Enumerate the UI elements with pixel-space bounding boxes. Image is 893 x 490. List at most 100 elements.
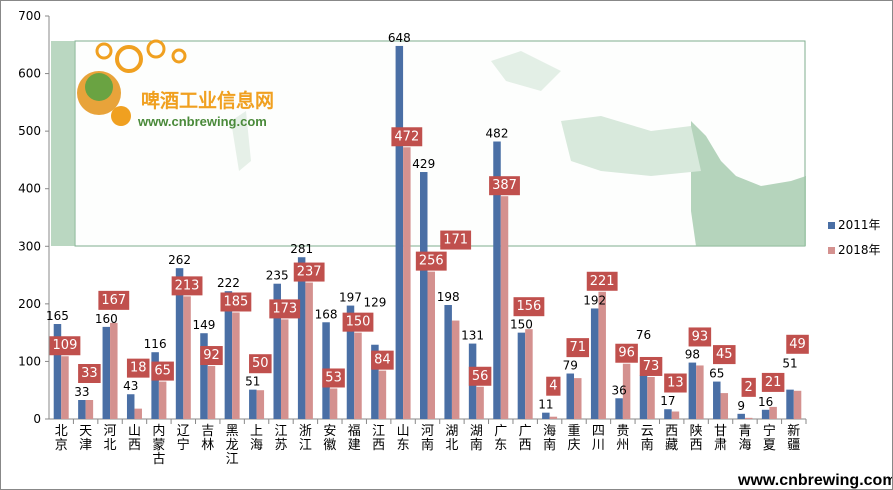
bar-2018 bbox=[354, 332, 362, 419]
bar-2011 bbox=[713, 381, 721, 419]
y-tick-label: 0 bbox=[33, 412, 41, 426]
bar-2018 bbox=[85, 400, 94, 419]
legend-item: 2018年 bbox=[828, 243, 881, 257]
x-tick-label: 湖北 bbox=[445, 424, 458, 453]
data-label-2011: 160 bbox=[95, 312, 118, 326]
x-tick-label: 新疆 bbox=[787, 423, 800, 453]
bar-2011 bbox=[517, 332, 526, 419]
bar-2011 bbox=[78, 400, 86, 419]
x-tick-label: 重庆 bbox=[568, 423, 581, 453]
bar-2011 bbox=[53, 324, 62, 419]
data-label-2018: 56 bbox=[468, 366, 492, 386]
bar-2011 bbox=[126, 394, 135, 419]
data-label-2018: 472 bbox=[391, 127, 423, 147]
data-label-2018: 21 bbox=[761, 372, 785, 392]
data-label-2018: 13 bbox=[664, 373, 687, 393]
x-tick-label: 天津 bbox=[79, 424, 92, 453]
svg-text:96: 96 bbox=[618, 346, 635, 361]
data-label-2011: 51 bbox=[782, 357, 797, 371]
bar-2018 bbox=[61, 356, 69, 419]
data-label-2011: 197 bbox=[339, 291, 362, 305]
bar-2018 bbox=[696, 365, 704, 419]
data-label-2018: 84 bbox=[371, 350, 394, 370]
data-label-2018: 65 bbox=[151, 361, 174, 381]
x-tick-label: 海南 bbox=[543, 424, 556, 453]
bar-2018 bbox=[549, 416, 558, 419]
bar-2011 bbox=[786, 389, 794, 419]
svg-text:171: 171 bbox=[443, 233, 468, 248]
x-tick-label: 广西 bbox=[519, 424, 532, 453]
x-tick-label: 甘肃 bbox=[714, 424, 727, 453]
data-label-2018: 53 bbox=[322, 368, 345, 388]
x-tick-label: 江苏 bbox=[274, 424, 287, 453]
x-tick-label: 江西 bbox=[372, 424, 385, 453]
data-label-2018: 173 bbox=[269, 299, 301, 319]
bar-2018 bbox=[476, 386, 484, 419]
bar-2018 bbox=[378, 370, 387, 419]
bar-2011 bbox=[639, 375, 648, 419]
data-label-2018: 156 bbox=[513, 297, 545, 317]
y-tick-label: 500 bbox=[18, 124, 41, 138]
bar-2018 bbox=[110, 322, 118, 419]
data-label-2018: 18 bbox=[126, 358, 150, 378]
bar-2011 bbox=[737, 413, 745, 419]
y-tick-label: 700 bbox=[18, 9, 41, 23]
svg-text:213: 213 bbox=[175, 278, 200, 293]
svg-text:4: 4 bbox=[549, 379, 557, 394]
svg-text:56: 56 bbox=[472, 369, 489, 384]
data-label-2018: 109 bbox=[49, 336, 81, 356]
bar-2018 bbox=[427, 271, 435, 419]
svg-text:93: 93 bbox=[692, 329, 709, 344]
bar-2011 bbox=[688, 362, 697, 419]
bar-2011 bbox=[590, 308, 599, 419]
x-tick-label: 山西 bbox=[128, 424, 141, 453]
data-label-2018: 221 bbox=[586, 271, 618, 291]
data-label-2018: 256 bbox=[415, 251, 447, 271]
data-label-2011: 262 bbox=[168, 253, 191, 267]
data-label-2011: 33 bbox=[74, 385, 89, 399]
bar-2011 bbox=[615, 398, 623, 419]
x-tick-label: 广东 bbox=[494, 424, 507, 453]
bar-2011 bbox=[297, 257, 306, 419]
bar-2011 bbox=[200, 333, 208, 419]
svg-text:256: 256 bbox=[419, 254, 444, 269]
bar-2011 bbox=[420, 172, 428, 419]
data-label-2018: 185 bbox=[220, 292, 252, 312]
svg-text:185: 185 bbox=[223, 294, 248, 309]
data-label-2011: 168 bbox=[315, 307, 338, 321]
svg-text:109: 109 bbox=[53, 338, 78, 353]
data-label-2011: 165 bbox=[46, 309, 69, 323]
svg-text:49: 49 bbox=[789, 337, 806, 352]
legend-item: 2011年 bbox=[828, 218, 881, 232]
data-label-2018: 2 bbox=[741, 377, 756, 397]
data-label-2011: 150 bbox=[510, 318, 533, 332]
data-label-2011: 192 bbox=[583, 293, 606, 307]
svg-text:71: 71 bbox=[569, 340, 586, 355]
data-label-2011: 198 bbox=[437, 290, 460, 304]
svg-text:2011年: 2011年 bbox=[838, 218, 881, 232]
x-tick-label: 浙江 bbox=[299, 424, 312, 453]
x-tick-label: 河南 bbox=[421, 424, 434, 453]
data-label-2018: 237 bbox=[293, 262, 325, 282]
x-tick-label: 黑龙江 bbox=[226, 424, 239, 467]
data-label-2011: 131 bbox=[461, 329, 484, 343]
svg-text:73: 73 bbox=[643, 359, 660, 374]
data-label-2018: 45 bbox=[713, 345, 736, 365]
bar-2011 bbox=[566, 373, 575, 419]
data-label-2011: 16 bbox=[758, 395, 773, 409]
data-label-2011: 98 bbox=[685, 348, 700, 362]
svg-text:173: 173 bbox=[272, 301, 297, 316]
bar-2011 bbox=[493, 141, 501, 419]
bar-2011 bbox=[175, 268, 184, 419]
x-tick-label: 河北 bbox=[104, 424, 117, 453]
data-label-2011: 235 bbox=[266, 269, 289, 283]
data-label-2018: 33 bbox=[78, 364, 101, 384]
svg-text:2: 2 bbox=[745, 380, 753, 395]
x-tick-label: 北京 bbox=[55, 424, 68, 453]
y-tick-label: 300 bbox=[18, 239, 41, 253]
bar-2018 bbox=[280, 319, 289, 419]
bar-2018 bbox=[793, 390, 802, 419]
svg-text:65: 65 bbox=[154, 364, 171, 379]
